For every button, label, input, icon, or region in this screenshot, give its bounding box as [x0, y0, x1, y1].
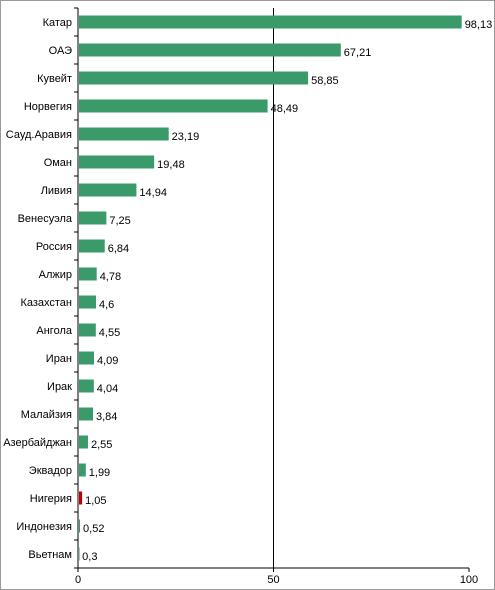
value-label: 4,55: [99, 327, 120, 339]
category-label: Россия: [36, 241, 72, 253]
bar: [79, 491, 83, 505]
value-label: 4,04: [97, 383, 118, 395]
bar: [79, 155, 155, 169]
bar: [79, 519, 81, 533]
bar: [79, 15, 462, 29]
bar: [79, 211, 107, 225]
value-label: 1,05: [85, 495, 106, 507]
bar: [79, 379, 94, 393]
bar: [79, 43, 341, 57]
category-label: Кувейт: [37, 73, 72, 85]
bar: [79, 239, 105, 253]
category-label: Венесуэла: [18, 213, 73, 225]
bar: [79, 267, 97, 281]
x-tick-label: 50: [267, 574, 279, 586]
category-label: Азербайджан: [3, 437, 72, 449]
value-label: 58,85: [311, 75, 339, 87]
value-label: 23,19: [172, 131, 200, 143]
category-label: Ирак: [47, 381, 72, 393]
category-label: Малайзия: [21, 409, 72, 421]
value-label: 4,6: [99, 299, 114, 311]
category-label: Эквадор: [29, 465, 72, 477]
bar: [79, 435, 88, 449]
category-label: Иран: [46, 353, 72, 365]
bar: [79, 547, 80, 561]
category-label: Катар: [43, 17, 72, 29]
category-label: Нигерия: [30, 493, 72, 505]
bar: [79, 99, 268, 113]
category-label: Ливия: [41, 185, 72, 197]
x-tick-label: 0: [75, 574, 81, 586]
category-label: Норвегия: [24, 101, 72, 113]
bar: [79, 323, 96, 337]
bar: [79, 183, 137, 197]
value-label: 19,48: [157, 159, 185, 171]
value-label: 6,84: [108, 243, 129, 255]
bar: [79, 127, 169, 141]
category-label: Сауд.Аравия: [6, 129, 72, 141]
bar: [79, 407, 94, 421]
value-label: 0,3: [82, 551, 97, 563]
value-label: 98,13: [465, 19, 493, 31]
category-label: ОАЭ: [49, 45, 72, 57]
value-label: 48,49: [271, 103, 299, 115]
category-label: Казахстан: [20, 297, 72, 309]
value-label: 0,52: [83, 523, 104, 535]
category-label: Индонезия: [16, 521, 72, 533]
value-label: 1,99: [89, 467, 110, 479]
category-label: Алжир: [39, 269, 72, 281]
value-label: 67,21: [344, 47, 372, 59]
value-label: 4,09: [97, 355, 118, 367]
bar: [79, 351, 94, 365]
value-label: 7,25: [109, 215, 130, 227]
bar: [79, 295, 96, 309]
bar: [79, 463, 86, 477]
bar: [79, 71, 309, 85]
value-label: 3,84: [96, 411, 117, 423]
value-label: 2,55: [91, 439, 112, 451]
x-tick-label: 100: [460, 574, 478, 586]
category-label: Оман: [44, 157, 72, 169]
value-label: 14,94: [139, 187, 167, 199]
category-label: Ангола: [36, 325, 72, 337]
value-label: 4,78: [100, 271, 121, 283]
category-label: Вьетнам: [28, 549, 72, 561]
